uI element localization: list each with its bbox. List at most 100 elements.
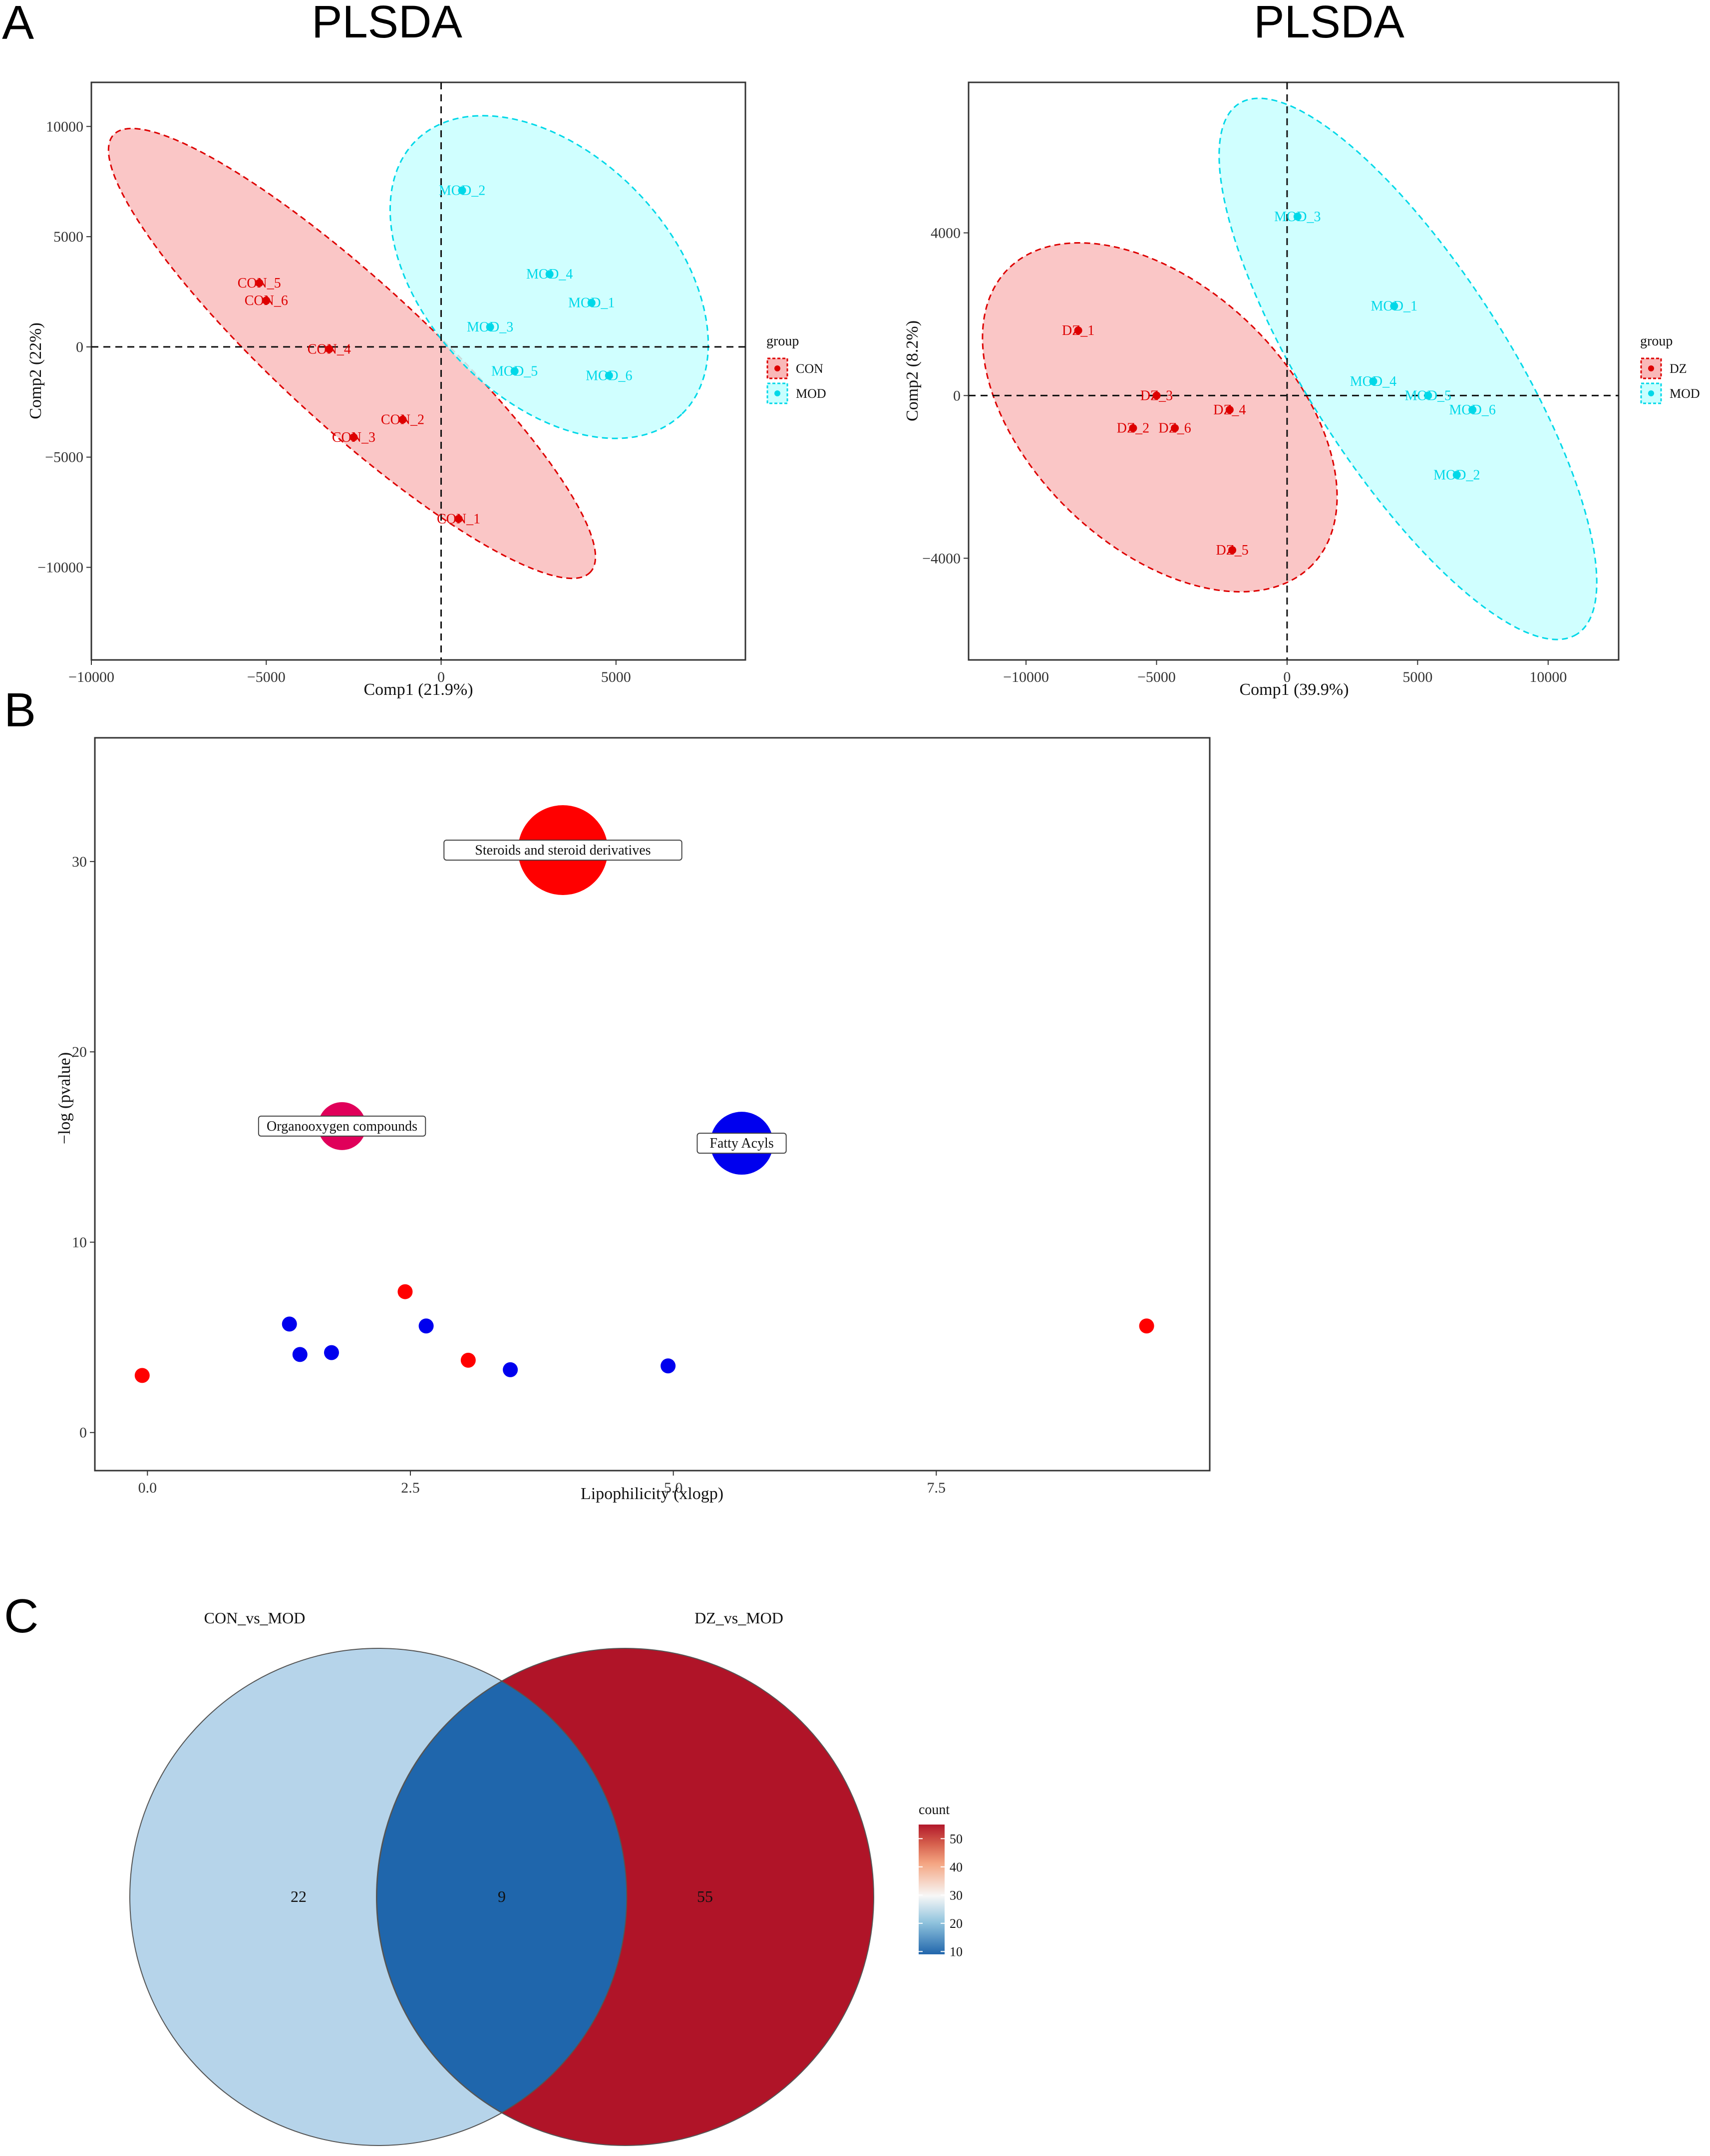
venn-count-right: 55: [697, 1887, 713, 1905]
data-point: [1424, 391, 1432, 400]
x-axis-label: Comp1 (21.9%): [363, 680, 473, 699]
data-point: [486, 323, 494, 331]
y-axis: 0 10 20 30: [72, 854, 95, 1441]
bubble-label-frame: [258, 1115, 426, 1137]
count-legend-ticks: 50 40 30 20 10: [919, 1832, 963, 1959]
x-tick-label: 5000: [601, 669, 631, 685]
x-tick-label: 0.0: [138, 1480, 157, 1496]
x-axis: −10000 −5000 0 5000 10000: [1003, 660, 1567, 685]
legend-label-con: CON: [796, 361, 823, 376]
point-label: MOD_2: [1433, 467, 1480, 483]
data-point: [545, 270, 554, 279]
data-point: [605, 371, 613, 380]
confidence-ellipses: [107, 115, 709, 580]
legend-title: group: [1640, 333, 1673, 349]
bubble: [418, 1318, 434, 1334]
data-point: [1152, 391, 1161, 400]
venn-set-label-left: CON_vs_MOD: [204, 1609, 306, 1627]
bubble-label: Organooxygen compounds: [267, 1119, 417, 1134]
data-point: [587, 299, 596, 307]
data-point: [262, 297, 271, 305]
x-tick-label: 0: [437, 669, 445, 685]
points: DZ_1 DZ_2 DZ_3 DZ_4 DZ_5 DZ_6 MOD_1 MOD_2 MOD_3 M…: [1062, 209, 1496, 558]
legend: group DZ MOD: [1640, 333, 1700, 404]
count-legend-title: count: [919, 1802, 950, 1818]
bubble-label-box: Steroids and steroid derivatives: [443, 839, 683, 861]
y-tick-label: 0: [953, 387, 961, 404]
data-point: [398, 415, 407, 424]
point-label: DZ_4: [1213, 402, 1246, 418]
legend-title: group: [766, 333, 799, 349]
mod-confidence-ellipse: [1218, 97, 1598, 640]
y-axis: 4000 0 −4000: [922, 225, 969, 567]
zero-lines: [969, 82, 1619, 660]
data-point: [458, 186, 466, 195]
y-tick-label: 20: [72, 1044, 87, 1060]
bubble-label: Fatty Acyls: [709, 1136, 773, 1151]
x-axis: 0.0 2.5 5.0 7.5: [138, 1471, 946, 1496]
legend-dot-con: [774, 365, 780, 371]
x-axis-label: Comp1 (39.9%): [1239, 680, 1349, 699]
y-tick-label: −10000: [37, 560, 83, 576]
lipophilicity-bubble-plot: 0.0 2.5 5.0 7.5 0 10 20 30 Steroids and steroi…: [55, 737, 1211, 1503]
x-tick-label: 5.0: [664, 1480, 683, 1496]
y-tick-label: 10: [72, 1234, 87, 1250]
y-tick-label: 5000: [53, 229, 83, 245]
count-tick-label: 40: [950, 1860, 963, 1874]
y-axis-label: Comp2 (8.2%): [903, 320, 922, 421]
legend: group CON MOD: [766, 333, 826, 404]
count-tick-label: 50: [950, 1832, 963, 1846]
x-tick-label: 5000: [1402, 669, 1432, 685]
data-point: [1390, 302, 1398, 310]
point-label: MOD_2: [439, 183, 485, 198]
points: CON_1 CON_2 CON_3 CON_4 CON_5 CON_6 MOD_1 MOD_2…: [238, 183, 633, 527]
bubble: [282, 1316, 297, 1332]
bubble-label: Steroids and steroid derivatives: [475, 843, 651, 858]
bubble: [503, 1362, 518, 1377]
legend-dot-dz: [1648, 365, 1654, 371]
data-point: [325, 345, 334, 353]
point-label: MOD_5: [1405, 388, 1451, 403]
plot-frame: [968, 81, 1620, 661]
bubble-labels: Steroids and steroid derivatives Organoox…: [258, 839, 787, 1154]
plsda-con-mod-plot: PLSDA −10000 −5000 0 5000 1000050000−5000−1…: [26, 0, 826, 699]
point-label: DZ_6: [1158, 421, 1191, 436]
point-label: MOD_4: [1350, 374, 1396, 389]
plot-frame: [94, 737, 1211, 1472]
point-label: MOD_1: [1371, 299, 1417, 314]
x-tick-label: 10000: [1529, 669, 1567, 685]
x-axis-label: Lipophilicity (xlogp): [581, 1485, 723, 1503]
data-point: [255, 279, 264, 287]
point-label: CON_6: [245, 293, 288, 308]
point-label: MOD_1: [568, 296, 615, 311]
confidence-ellipses: [982, 97, 1598, 640]
plsda-dz-mod-plot: PLSDA −10000 −5000 0 5000 10000 4000 0 −4000 D…: [903, 0, 1700, 699]
point-label: MOD_3: [467, 319, 513, 335]
data-point: [1369, 377, 1377, 385]
legend-dot-mod: [774, 390, 780, 396]
point-label: CON_3: [332, 430, 375, 445]
data-point: [1468, 405, 1477, 414]
bubbles: [134, 805, 1154, 1383]
count-colorbar: [919, 1825, 945, 1954]
bubble: [1139, 1318, 1154, 1334]
point-label: CON_4: [308, 341, 351, 357]
data-point: [1293, 212, 1302, 221]
panel-letter-a: A: [2, 0, 34, 49]
point-label: MOD_5: [491, 364, 538, 379]
legend-label-mod: MOD: [796, 386, 826, 401]
x-tick-label: 7.5: [927, 1480, 946, 1496]
y-tick-label: 4000: [931, 225, 961, 241]
count-tick-label: 30: [950, 1888, 963, 1902]
y-tick-label: 0: [79, 1425, 87, 1441]
bubble: [292, 1347, 308, 1362]
zero-lines: [91, 82, 745, 660]
plot-frame: [90, 81, 746, 661]
y-axis-label: Comp2 (22%): [26, 322, 45, 419]
bubble-label-frame: [443, 839, 683, 861]
legend-dot-mod: [1648, 390, 1654, 396]
venn-count-overlap: 9: [498, 1887, 506, 1905]
bubble-label-box: Organooxygen compounds: [258, 1115, 426, 1137]
data-point: [1225, 405, 1234, 414]
legend-label-dz: DZ: [1670, 361, 1687, 376]
